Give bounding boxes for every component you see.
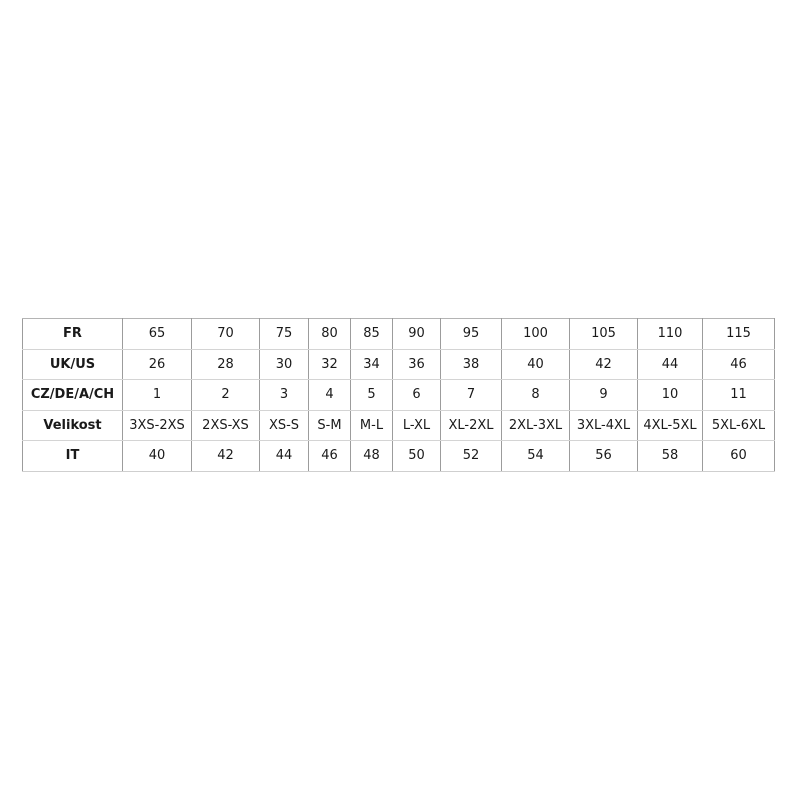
value-cell: 3XS-2XS [122, 409, 192, 441]
value-cell: 40 [501, 348, 570, 380]
value-cell: 75 [259, 318, 309, 350]
value-cell: 28 [191, 348, 260, 380]
value-cell: 7 [440, 379, 502, 411]
value-cell: 4XL-5XL [637, 409, 703, 441]
value-cell: 42 [191, 440, 260, 472]
row-label-cell: UK/US [22, 348, 123, 380]
value-cell: 70 [191, 318, 260, 350]
value-cell: 115 [702, 318, 775, 350]
value-cell: 36 [392, 348, 441, 380]
value-cell: 10 [637, 379, 703, 411]
value-cell: 105 [569, 318, 638, 350]
value-cell: 4 [308, 379, 351, 411]
value-cell: 65 [122, 318, 192, 350]
row-label-cell: CZ/DE/A/CH [22, 379, 123, 411]
value-cell: 46 [308, 440, 351, 472]
value-cell: 32 [308, 348, 351, 380]
value-cell: L-XL [392, 409, 441, 441]
value-cell: XS-S [259, 409, 309, 441]
value-cell: S-M [308, 409, 351, 441]
table-row-fr: FR 65 70 75 80 85 90 95 100 105 110 115 [22, 318, 775, 350]
value-cell: 40 [122, 440, 192, 472]
value-cell: 3 [259, 379, 309, 411]
value-cell: 1 [122, 379, 192, 411]
table-row-ukus: UK/US 26 28 30 32 34 36 38 40 42 44 46 [22, 348, 775, 380]
value-cell: 42 [569, 348, 638, 380]
value-cell: 110 [637, 318, 703, 350]
value-cell: 38 [440, 348, 502, 380]
value-cell: 80 [308, 318, 351, 350]
value-cell: 52 [440, 440, 502, 472]
value-cell: 30 [259, 348, 309, 380]
value-cell: 34 [350, 348, 393, 380]
value-cell: 5XL-6XL [702, 409, 775, 441]
value-cell: 95 [440, 318, 502, 350]
value-cell: 2XL-3XL [501, 409, 570, 441]
value-cell: XL-2XL [440, 409, 502, 441]
value-cell: 44 [259, 440, 309, 472]
value-cell: M-L [350, 409, 393, 441]
value-cell: 6 [392, 379, 441, 411]
value-cell: 58 [637, 440, 703, 472]
table-row-czdeach: CZ/DE/A/CH 1 2 3 4 5 6 7 8 9 10 11 [22, 379, 775, 411]
value-cell: 5 [350, 379, 393, 411]
row-label-cell: IT [22, 440, 123, 472]
value-cell: 44 [637, 348, 703, 380]
value-cell: 90 [392, 318, 441, 350]
value-cell: 3XL-4XL [569, 409, 638, 441]
size-conversion-table: FR 65 70 75 80 85 90 95 100 105 110 115 … [22, 318, 775, 472]
value-cell: 60 [702, 440, 775, 472]
value-cell: 56 [569, 440, 638, 472]
row-label-cell: FR [22, 318, 123, 350]
value-cell: 54 [501, 440, 570, 472]
value-cell: 46 [702, 348, 775, 380]
value-cell: 48 [350, 440, 393, 472]
value-cell: 50 [392, 440, 441, 472]
table-row-it: IT 40 42 44 46 48 50 52 54 56 58 60 [22, 440, 775, 472]
value-cell: 2 [191, 379, 260, 411]
value-cell: 100 [501, 318, 570, 350]
value-cell: 11 [702, 379, 775, 411]
value-cell: 8 [501, 379, 570, 411]
value-cell: 9 [569, 379, 638, 411]
table-row-velikost: Velikost 3XS-2XS 2XS-XS XS-S S-M M-L L-X… [22, 409, 775, 441]
value-cell: 2XS-XS [191, 409, 260, 441]
row-label-cell: Velikost [22, 409, 123, 441]
value-cell: 26 [122, 348, 192, 380]
value-cell: 85 [350, 318, 393, 350]
